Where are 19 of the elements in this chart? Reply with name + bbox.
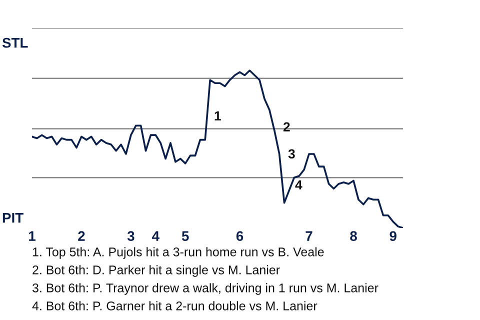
x-tick-label: 1 [29, 231, 36, 241]
text: PIT [2, 213, 24, 223]
x-tick-label: 6 [236, 231, 244, 241]
x-tick-label: 7 [306, 231, 312, 241]
annotation: 2 [283, 122, 290, 132]
x-tick-label: 3 [127, 231, 134, 241]
annotation: 3 [288, 149, 295, 159]
text: 2. Bot 6th: D. Parker hit a single vs M. Lanier [32, 265, 280, 277]
text: STL [2, 38, 28, 48]
x-tick-label: 9 [390, 231, 396, 241]
text: 1. Top 5th: A. Pujols hit a 3-run home run vs B. Veale [32, 247, 324, 259]
text: 4. Bot 6th: P. Garner hit a 2-run double vs M. Lanier [32, 301, 318, 310]
x-tick-label: 5 [182, 231, 189, 241]
annotation: 1 [214, 111, 221, 120]
x-tick-label: 2 [78, 231, 85, 241]
text: 3. Bot 6th: P. Traynor drew a walk, driving in 1 run vs M. Lanier [32, 283, 378, 295]
x-tick-label: 8 [350, 231, 357, 241]
x-tick-label: 4 [152, 231, 160, 241]
annotation: 4 [295, 180, 302, 190]
